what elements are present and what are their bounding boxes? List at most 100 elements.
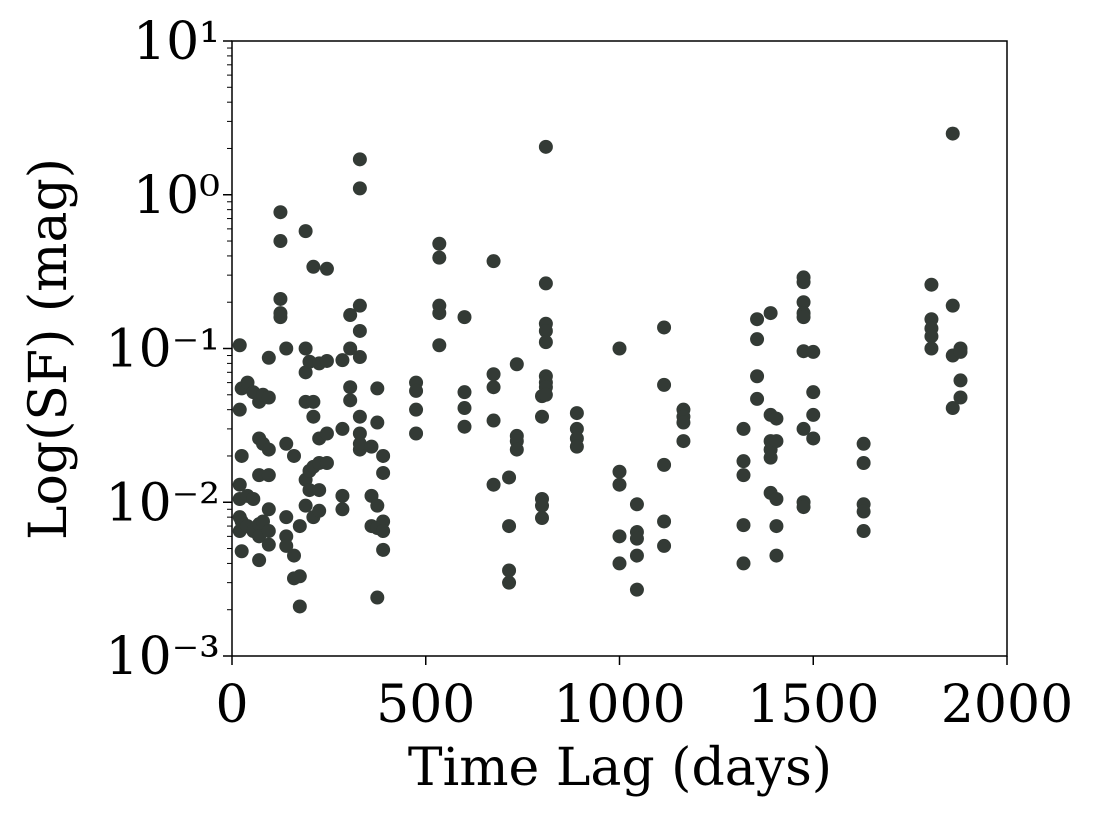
point <box>856 524 871 539</box>
point <box>796 500 811 515</box>
plot-frame <box>231 40 1008 657</box>
point <box>629 497 644 512</box>
point <box>352 181 367 196</box>
point <box>856 436 871 451</box>
point <box>292 599 307 614</box>
point <box>806 385 821 400</box>
point <box>569 439 584 454</box>
point <box>486 477 501 492</box>
point <box>343 380 358 395</box>
point <box>319 353 334 368</box>
y-axis-label: Log(SF) (mag) <box>19 158 79 540</box>
point <box>335 488 350 503</box>
point <box>273 310 288 325</box>
point <box>796 295 811 310</box>
point <box>232 402 247 417</box>
point <box>370 590 385 605</box>
point <box>335 421 350 436</box>
point <box>261 442 276 457</box>
point <box>432 306 447 321</box>
point <box>945 126 960 141</box>
point <box>364 439 379 454</box>
point <box>335 502 350 517</box>
point <box>292 569 307 584</box>
point <box>796 421 811 436</box>
point <box>246 491 261 506</box>
point <box>279 510 294 525</box>
point <box>769 411 784 426</box>
point <box>261 502 276 517</box>
point <box>273 205 288 220</box>
point <box>306 409 321 424</box>
point <box>657 538 672 553</box>
point <box>763 450 778 465</box>
point <box>370 498 385 513</box>
point <box>279 436 294 451</box>
point <box>306 259 321 274</box>
point <box>736 556 751 571</box>
point <box>261 468 276 483</box>
point <box>343 308 358 323</box>
point <box>298 498 313 513</box>
point <box>261 390 276 405</box>
point <box>945 298 960 313</box>
point <box>502 563 517 578</box>
point <box>376 448 391 463</box>
point <box>535 510 549 525</box>
point <box>335 353 350 368</box>
point <box>298 341 313 356</box>
point <box>352 436 367 451</box>
point <box>856 456 871 471</box>
point <box>486 367 501 382</box>
y-tick-label: 10¹ <box>133 12 220 72</box>
point <box>343 393 358 408</box>
point <box>261 537 276 552</box>
point <box>538 139 553 154</box>
point <box>432 338 447 353</box>
point <box>298 365 313 380</box>
point <box>279 341 294 356</box>
x-tick-label: 1500 <box>747 675 879 735</box>
point <box>736 468 751 483</box>
point <box>252 553 267 568</box>
point <box>736 454 751 469</box>
point <box>409 426 424 441</box>
point <box>806 431 821 446</box>
x-tick-label: 2000 <box>941 675 1073 735</box>
point <box>657 457 672 472</box>
y-tick-label: 10⁻³ <box>106 627 220 687</box>
x-axis-label: Time Lag (days) <box>408 738 832 798</box>
point <box>612 477 627 492</box>
x-tick-label: 500 <box>376 675 475 735</box>
point <box>298 224 313 239</box>
point <box>769 519 784 534</box>
point <box>657 377 672 392</box>
point <box>509 357 524 372</box>
point <box>432 236 447 251</box>
point <box>538 276 553 291</box>
point <box>502 575 517 590</box>
point <box>376 524 391 539</box>
point <box>676 415 691 430</box>
point <box>409 402 424 417</box>
x-tick-label: 0 <box>215 675 248 735</box>
point <box>569 406 584 421</box>
point <box>750 391 765 406</box>
point <box>306 394 321 409</box>
point <box>629 548 644 563</box>
point <box>806 344 821 359</box>
point <box>287 548 301 563</box>
point <box>319 426 334 441</box>
point <box>261 524 276 539</box>
point <box>352 409 367 424</box>
point <box>502 470 517 485</box>
point <box>769 548 784 563</box>
point <box>945 401 960 416</box>
point <box>457 385 472 400</box>
y-tick-label: 10⁰ <box>133 166 220 226</box>
point <box>343 341 358 356</box>
point <box>924 277 939 292</box>
point <box>370 415 385 430</box>
point <box>319 261 334 276</box>
